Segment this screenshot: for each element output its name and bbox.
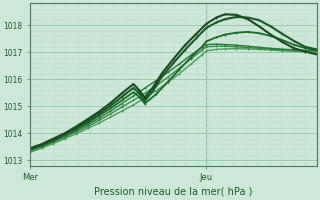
X-axis label: Pression niveau de la mer( hPa ): Pression niveau de la mer( hPa ) <box>94 187 252 197</box>
